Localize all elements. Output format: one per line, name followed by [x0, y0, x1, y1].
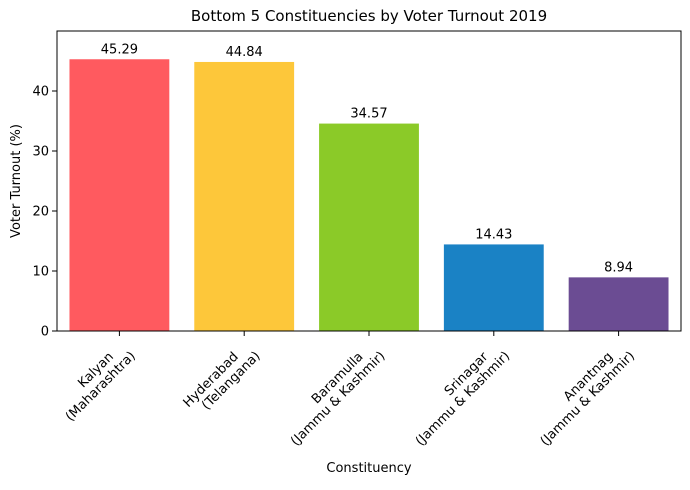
x-tick-label: Srinagar(Jammu & Kashmir) [402, 338, 513, 449]
bar-value-label: 34.57 [350, 107, 387, 122]
y-tick-label: 0 [41, 325, 49, 340]
bar-value-label: 44.84 [226, 45, 263, 60]
plot-area: 45.29 44.84 34.57 14.43 8.94 0 10 20 30 40 Kalyan(… [32, 30, 682, 449]
bar-value-label: 45.29 [101, 42, 138, 57]
bar [194, 61, 295, 332]
bar [69, 59, 170, 331]
y-tick-label: 20 [32, 205, 49, 220]
x-tick-label: Kalyan(Maharashtra) [52, 338, 138, 424]
y-axis-title: Voter Turnout (%) [9, 124, 24, 238]
x-tick-label: Baramulla(Jammu & Kashmir) [278, 338, 389, 449]
bar [319, 123, 419, 331]
chart-title: Bottom 5 Constituencies by Voter Turnout… [191, 7, 547, 25]
bar [443, 244, 544, 331]
bar [568, 277, 669, 331]
x-tick-label: Hyderabad(Telangana) [181, 338, 264, 421]
bar-value-label: 14.43 [475, 227, 512, 242]
y-tick-label: 40 [32, 85, 49, 100]
x-tick-label: Anantnag(Jammu & Kashmir) [527, 338, 638, 449]
y-tick-label: 30 [32, 145, 49, 160]
y-tick-label: 10 [32, 265, 49, 280]
bar-value-label: 8.94 [604, 260, 633, 275]
x-axis-title: Constituency [326, 461, 411, 476]
